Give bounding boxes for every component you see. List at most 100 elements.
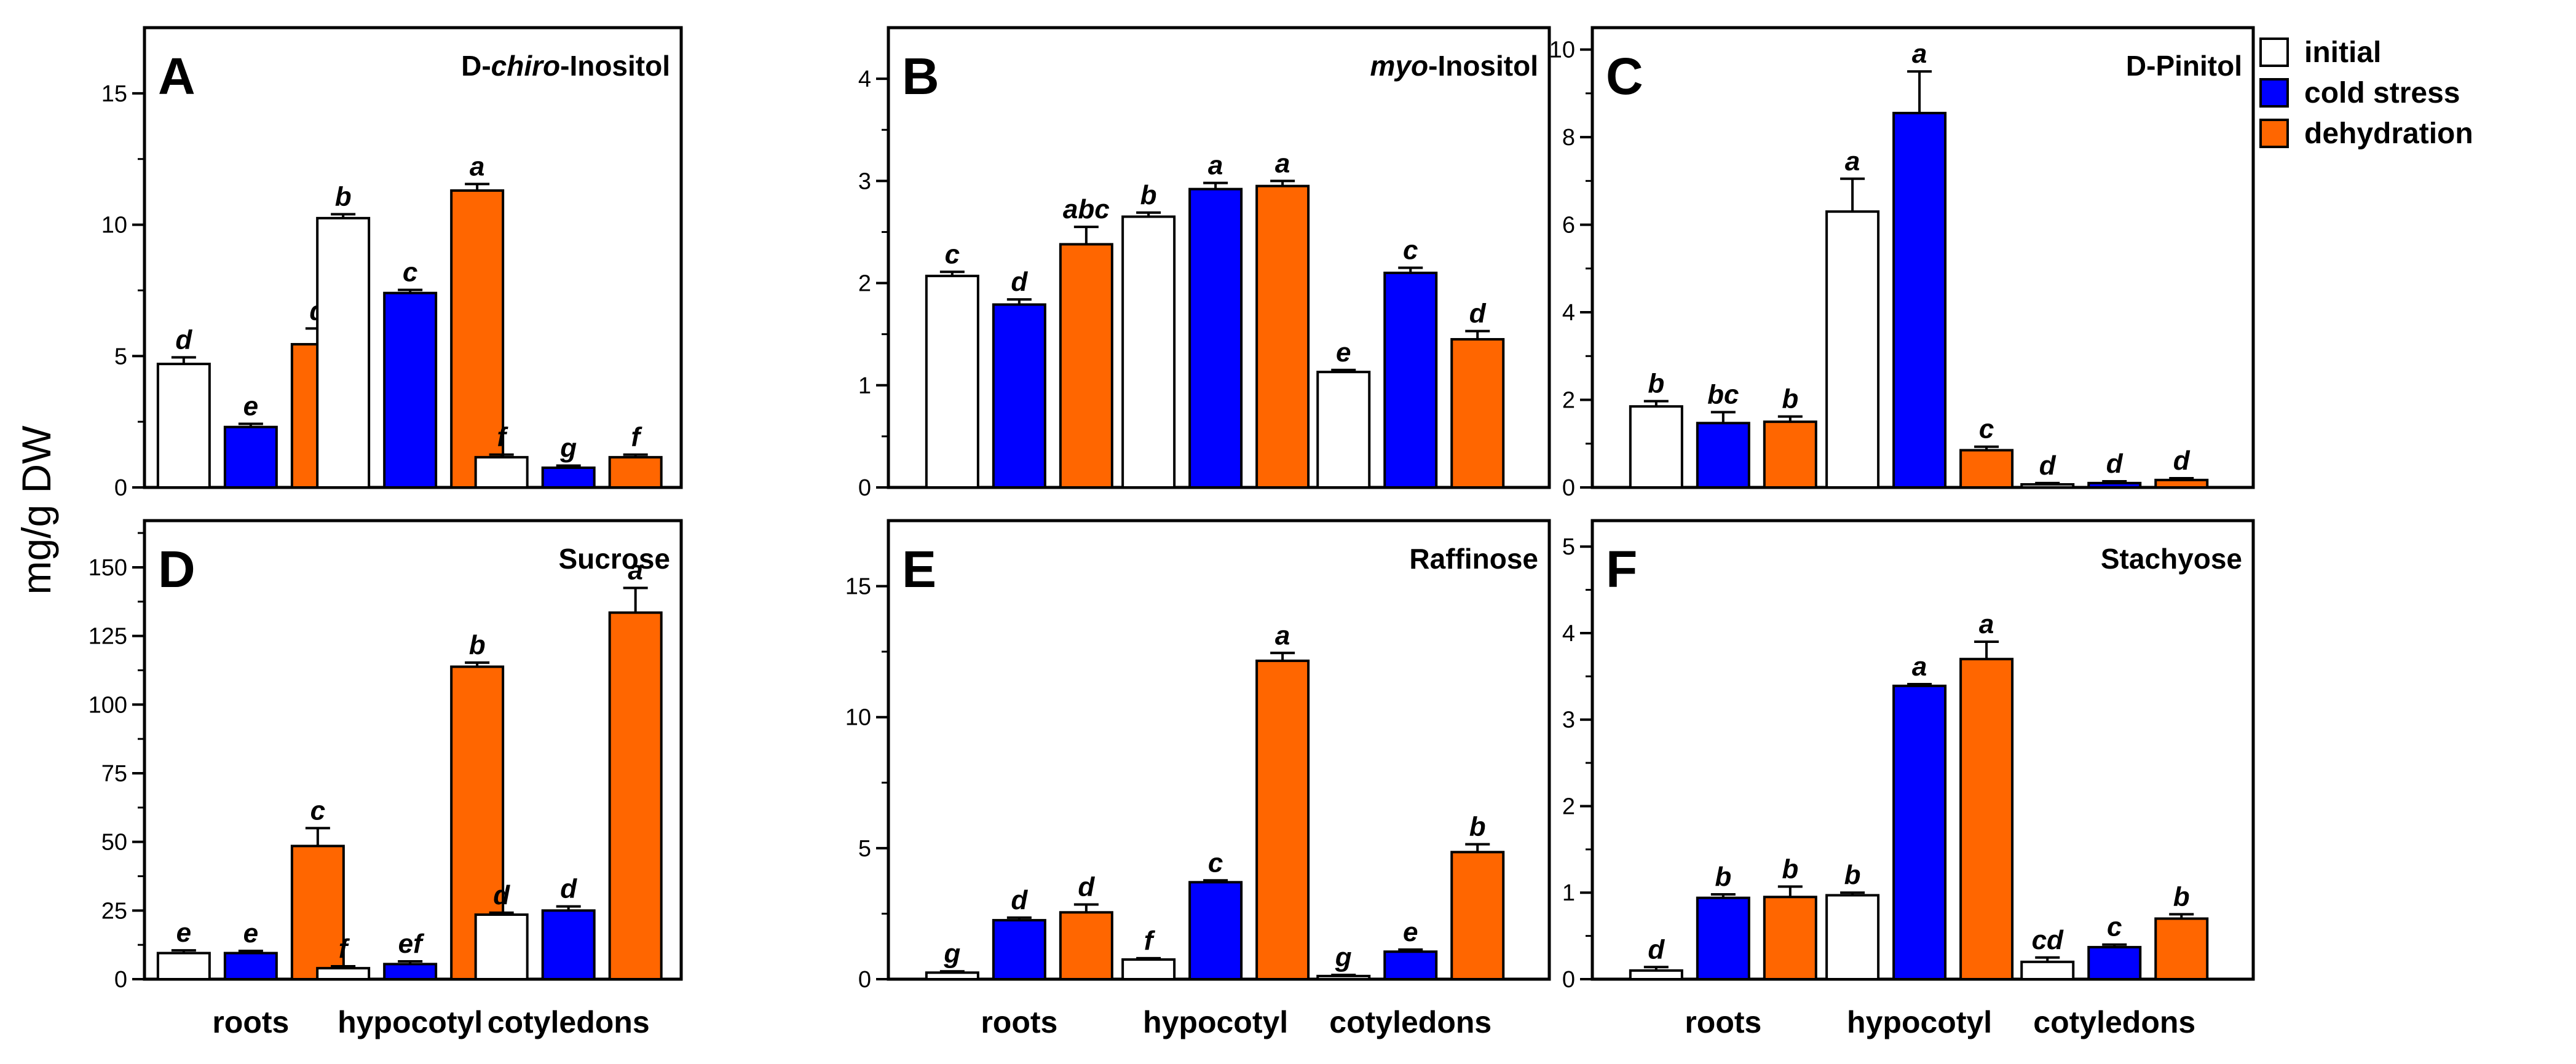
panel-a-letter: A bbox=[158, 47, 196, 105]
panel-c-letter: C bbox=[1606, 47, 1643, 105]
bar-e-hypocotyl-cold-stress bbox=[1188, 881, 1243, 980]
sig-label-a: c bbox=[403, 258, 417, 288]
bar-e-roots-initial bbox=[925, 971, 979, 981]
sig-label-e: a bbox=[1275, 620, 1290, 650]
bar-f-roots-dehydration bbox=[1763, 896, 1817, 980]
sig-label-e: c bbox=[1208, 848, 1223, 878]
bar-b-cotyledons-initial bbox=[1316, 371, 1371, 489]
bar-a-roots-cold-stress bbox=[223, 425, 278, 489]
bar-e-hypocotyl-dehydration bbox=[1255, 660, 1310, 980]
bar-a-hypocotyl-cold-stress bbox=[383, 291, 438, 489]
panel-b-letter: B bbox=[902, 47, 939, 105]
sig-label-c: a bbox=[1912, 39, 1927, 69]
sig-label-a: a bbox=[470, 151, 484, 181]
bar-c-hypocotyl-dehydration bbox=[1959, 449, 2014, 489]
bar-a-roots-initial bbox=[156, 363, 211, 489]
sig-label-c: c bbox=[1979, 414, 1994, 444]
sig-label-e: d bbox=[1011, 885, 1028, 915]
panel-f-ytick-label: 3 bbox=[1562, 707, 1575, 733]
panel-a-ytick-label: 5 bbox=[114, 344, 127, 369]
bar-a-cotyledons-dehydration bbox=[608, 455, 663, 489]
bar-b-hypocotyl-dehydration bbox=[1255, 184, 1310, 489]
bar-c-cotyledons-initial bbox=[2020, 483, 2075, 489]
bar-f-cotyledons-cold-stress bbox=[2087, 945, 2142, 981]
bar-b-hypocotyl-cold-stress bbox=[1188, 187, 1243, 489]
panel-e-ytick-label: 15 bbox=[845, 574, 871, 600]
bar-f-roots-initial bbox=[1629, 969, 1683, 981]
panel-e-ytick-label: 0 bbox=[858, 967, 871, 993]
sig-label-b: a bbox=[1275, 148, 1290, 178]
panel-f-ytick-label: 4 bbox=[1562, 621, 1575, 647]
sig-label-b: c bbox=[1403, 235, 1418, 266]
sig-label-f: b bbox=[1715, 862, 1731, 892]
panel-f-title: Stachyose bbox=[2101, 543, 2242, 575]
bar-f-hypocotyl-initial bbox=[1825, 894, 1880, 980]
bar-c-roots-dehydration bbox=[1763, 420, 1817, 489]
bar-d-hypocotyl-cold-stress bbox=[383, 963, 438, 981]
sig-label-d: e bbox=[243, 918, 258, 948]
panel-c-ytick-label: 10 bbox=[1549, 37, 1575, 63]
sig-label-a: e bbox=[243, 392, 258, 422]
panel-c: 0 2 4 6 8 10 C D-Pinitol b bc b a a c d d d bbox=[1549, 26, 2255, 501]
panel-b-ytick-label: 4 bbox=[858, 66, 871, 92]
sig-label-c: d bbox=[2106, 449, 2124, 479]
bar-b-roots-cold-stress bbox=[992, 303, 1046, 489]
panel-c-title: D-Pinitol bbox=[2126, 50, 2242, 82]
sig-label-a: g bbox=[559, 433, 577, 463]
bar-c-cotyledons-dehydration bbox=[2154, 478, 2209, 489]
sig-label-b: d bbox=[1011, 267, 1028, 297]
sig-label-a: d bbox=[175, 325, 192, 355]
panel-c-ytick-label: 0 bbox=[1562, 475, 1575, 501]
panel-b-title: myo-Inositol bbox=[1370, 50, 1538, 82]
panel-d-title: Sucrose bbox=[558, 543, 670, 575]
sig-label-a: f bbox=[497, 422, 508, 452]
sig-label-f: b bbox=[2173, 881, 2190, 912]
bar-a-hypocotyl-dehydration bbox=[450, 189, 505, 489]
panel-d-letter: D bbox=[158, 540, 196, 598]
bar-a-cotyledons-initial bbox=[474, 455, 529, 489]
category-label-roots: roots bbox=[1685, 1005, 1761, 1039]
bar-c-hypocotyl-initial bbox=[1825, 210, 1880, 489]
sig-label-e: g bbox=[1335, 942, 1352, 972]
y-axis-label: mg/g DW bbox=[14, 425, 59, 595]
bar-f-hypocotyl-cold-stress bbox=[1892, 684, 1947, 981]
sig-label-c: b bbox=[1782, 384, 1798, 414]
sig-label-b: c bbox=[945, 239, 960, 269]
panel-d-ytick-label: 125 bbox=[89, 624, 127, 650]
panel-d-ytick-label: 25 bbox=[101, 898, 127, 924]
panel-b-ytick-label: 1 bbox=[858, 373, 871, 399]
sig-label-e: e bbox=[1403, 917, 1418, 947]
panel-f-letter: F bbox=[1606, 540, 1637, 598]
sig-label-e: g bbox=[943, 939, 960, 969]
bar-e-roots-dehydration bbox=[1059, 911, 1113, 980]
category-label-roots: roots bbox=[212, 1005, 289, 1039]
sig-label-d: d bbox=[560, 874, 577, 904]
sig-label-b: b bbox=[1140, 180, 1157, 210]
panel-d: 0 25 50 75 100 125 150 D Sucrose e e c roots f ef b hypo… bbox=[89, 519, 683, 1039]
panel-f: 0 1 2 3 4 5 F Stachyose d b b roots b a a hypocotyl cd c b… bbox=[1562, 519, 2255, 1039]
sig-label-f: b bbox=[1844, 860, 1861, 890]
category-label-hypocotyl: hypocotyl bbox=[1143, 1005, 1288, 1039]
bar-b-roots-dehydration bbox=[1059, 243, 1113, 489]
panel-a-ytick-label: 0 bbox=[114, 475, 127, 501]
bar-c-hypocotyl-cold-stress bbox=[1892, 111, 1947, 489]
bar-f-roots-cold-stress bbox=[1696, 896, 1750, 980]
legend-swatch-cold-stress bbox=[2259, 78, 2289, 108]
panel-c-ytick-label: 2 bbox=[1562, 388, 1575, 414]
sig-label-d: d bbox=[493, 880, 510, 910]
bar-e-cotyledons-initial bbox=[1316, 974, 1371, 980]
bar-d-hypocotyl-initial bbox=[316, 967, 371, 980]
bar-e-cotyledons-dehydration bbox=[1450, 851, 1505, 981]
legend-label-cold-stress: cold stress bbox=[2304, 77, 2460, 109]
bar-d-roots-dehydration bbox=[290, 845, 345, 980]
sig-label-c: d bbox=[2173, 446, 2191, 476]
sig-label-f: b bbox=[1782, 854, 1798, 884]
legend-swatch-initial bbox=[2259, 37, 2289, 67]
sig-label-b: abc bbox=[1063, 194, 1110, 224]
sig-label-f: a bbox=[1912, 652, 1927, 682]
legend-label-initial: initial bbox=[2304, 36, 2381, 69]
legend-label-dehydration: dehydration bbox=[2304, 117, 2473, 150]
sig-label-c: bc bbox=[1707, 379, 1739, 409]
